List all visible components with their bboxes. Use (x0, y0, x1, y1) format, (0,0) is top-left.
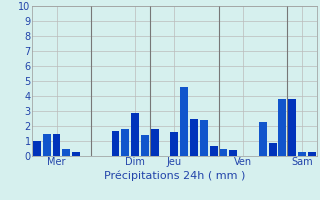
Bar (33, 141, 41, 156)
Bar (278, 99, 286, 156)
Bar (308, 152, 316, 156)
Bar (121, 129, 129, 156)
Bar (210, 146, 218, 156)
Bar (259, 121, 267, 156)
Bar (151, 129, 159, 156)
Bar (72, 152, 80, 156)
Bar (52, 134, 60, 156)
Bar (190, 118, 198, 156)
Bar (220, 148, 228, 156)
Bar (288, 99, 296, 156)
Bar (131, 112, 139, 156)
Bar (180, 87, 188, 156)
Bar (112, 130, 119, 156)
Bar (171, 132, 178, 156)
Bar (269, 142, 276, 156)
Bar (229, 150, 237, 156)
Bar (298, 152, 306, 156)
Bar (43, 134, 51, 156)
Bar (200, 120, 208, 156)
Bar (141, 135, 149, 156)
Bar (62, 148, 70, 156)
X-axis label: Précipitations 24h ( mm ): Précipitations 24h ( mm ) (104, 170, 245, 181)
